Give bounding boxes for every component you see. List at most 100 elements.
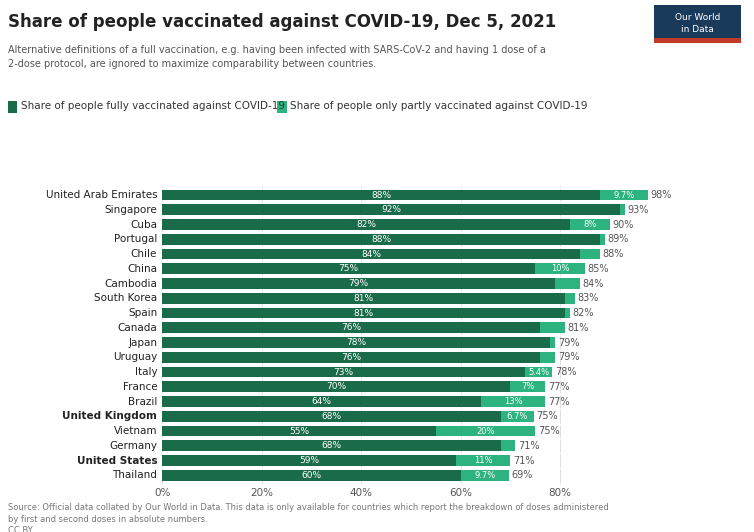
Text: Italy: Italy [134,367,157,377]
Text: 9.7%: 9.7% [474,471,495,480]
Bar [162,219,570,230]
Text: 5.4%: 5.4% [529,368,550,377]
Text: 81%: 81% [354,294,374,303]
Bar [162,234,600,245]
Text: 85%: 85% [587,264,609,274]
Bar [535,263,585,274]
Bar [162,381,510,392]
Text: 88%: 88% [371,190,391,200]
Text: 68%: 68% [321,412,342,421]
Text: 20%: 20% [477,427,495,436]
Text: Canada: Canada [118,323,157,333]
Text: Japan: Japan [128,337,157,347]
Text: 90%: 90% [612,220,634,229]
Text: Our World
in Data: Our World in Data [675,13,721,34]
Bar [162,263,535,274]
Bar [580,249,600,260]
Text: United States: United States [76,455,157,466]
Text: 9.7%: 9.7% [614,190,635,200]
Text: 81%: 81% [354,309,374,318]
Bar [600,234,605,245]
Bar [436,426,535,436]
Bar [162,204,620,215]
Text: 92%: 92% [381,205,401,214]
Text: 64%: 64% [311,397,331,406]
Text: 10%: 10% [551,264,569,273]
Bar [501,411,534,421]
Text: Vietnam: Vietnam [114,426,157,436]
Bar [162,337,550,348]
Bar [510,381,545,392]
Bar [461,470,509,480]
Bar [162,367,526,377]
Bar [162,352,541,363]
Bar [162,470,461,480]
Text: 75%: 75% [538,426,559,436]
Text: 70%: 70% [326,383,346,391]
Text: Spain: Spain [128,308,157,318]
Bar [162,396,480,407]
Bar [162,455,455,466]
Text: 88%: 88% [371,235,391,244]
Text: Share of people fully vaccinated against COVID-19: Share of people fully vaccinated against… [21,102,285,111]
Text: Portugal: Portugal [114,234,157,244]
Bar [550,337,555,348]
Text: 79%: 79% [348,279,369,288]
Text: 76%: 76% [341,323,361,332]
Text: Germany: Germany [109,441,157,451]
Bar [162,190,600,201]
Text: Thailand: Thailand [112,470,157,480]
Text: South Korea: South Korea [94,293,157,303]
Text: 6.7%: 6.7% [507,412,528,421]
Text: 82%: 82% [356,220,376,229]
Text: 81%: 81% [568,323,589,333]
Text: United Arab Emirates: United Arab Emirates [45,190,157,200]
Text: Source: Official data collated by Our World in Data. This data is only available: Source: Official data collated by Our Wo… [8,503,608,532]
Bar [541,322,566,333]
Bar [541,352,555,363]
Text: Brazil: Brazil [127,396,157,406]
Text: 73%: 73% [334,368,354,377]
Text: 11%: 11% [474,456,492,465]
Text: Alternative definitions of a full vaccination, e.g. having been infected with SA: Alternative definitions of a full vaccin… [8,45,545,69]
Text: 71%: 71% [518,441,539,451]
Bar [162,293,566,304]
Bar [566,307,570,318]
Bar [566,293,575,304]
Text: Cambodia: Cambodia [104,279,157,288]
Bar [162,322,541,333]
Text: Singapore: Singapore [104,205,157,215]
Bar [162,249,580,260]
Text: 79%: 79% [558,352,579,362]
Bar [162,278,555,289]
Text: 59%: 59% [299,456,319,465]
Bar [570,219,610,230]
Text: 78%: 78% [346,338,366,347]
Text: 84%: 84% [361,250,381,259]
Bar [162,411,501,421]
Text: 88%: 88% [602,249,624,259]
Text: 55%: 55% [289,427,309,436]
Text: Share of people only partly vaccinated against COVID-19: Share of people only partly vaccinated a… [290,102,588,111]
Text: 69%: 69% [511,470,533,480]
Text: 75%: 75% [339,264,359,273]
Text: 77%: 77% [547,382,569,392]
Text: 7%: 7% [521,383,535,391]
Text: 84%: 84% [583,279,604,288]
Bar [162,307,566,318]
Text: 76%: 76% [341,353,361,362]
Text: France: France [122,382,157,392]
Bar [620,204,625,215]
Text: 82%: 82% [573,308,594,318]
Bar [600,190,648,201]
Text: 79%: 79% [558,337,579,347]
Text: Share of people vaccinated against COVID-19, Dec 5, 2021: Share of people vaccinated against COVID… [8,13,556,31]
Text: United Kingdom: United Kingdom [63,411,157,421]
Text: 8%: 8% [584,220,596,229]
Bar [526,367,552,377]
Text: 83%: 83% [578,293,599,303]
Text: Chile: Chile [130,249,157,259]
Text: Uruguay: Uruguay [113,352,157,362]
Bar [480,396,545,407]
Text: 75%: 75% [536,411,558,421]
